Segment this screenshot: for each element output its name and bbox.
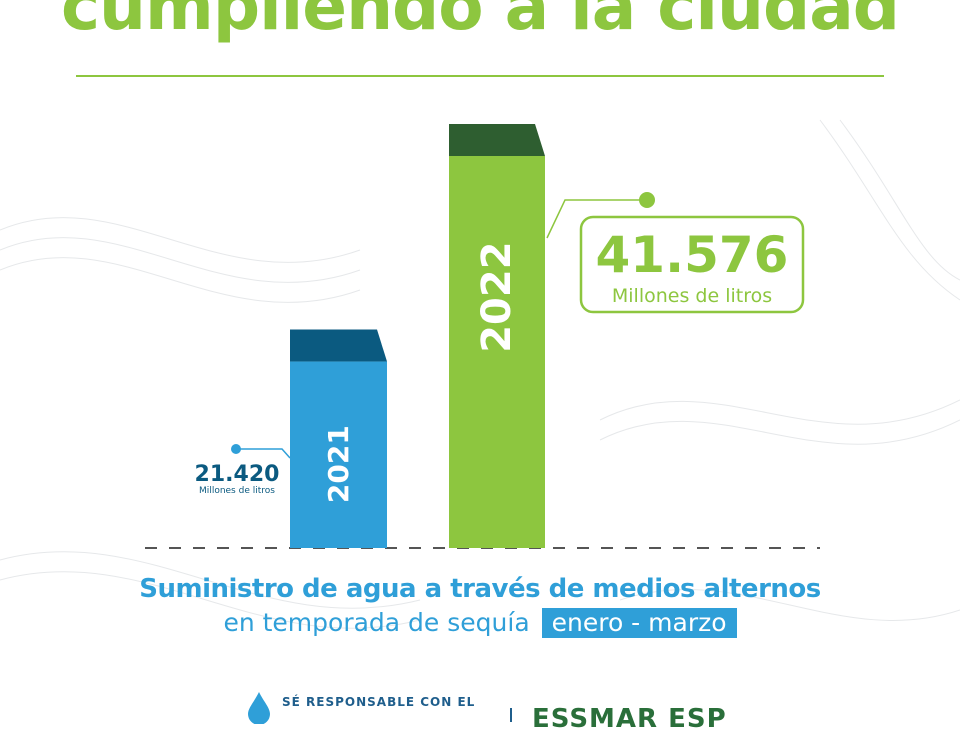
bar-label-2022: 2022 [474,241,520,352]
chart-subtitle-line1: Suministro de agua a través de medios al… [139,574,821,604]
chart-subtitle-line2: en temporada de sequía enero - marzo [0,608,960,638]
unit-label-2021: Millones de litros [199,486,275,496]
bar-cap-2021 [290,329,387,362]
callout-box-2022 [579,215,805,314]
subtitle-period-badge: enero - marzo [541,608,737,638]
footer-separator [510,708,512,722]
headline-divider [76,75,884,77]
subtitle-season-text: en temporada de sequía [223,608,530,637]
footer-tagline: SÉ RESPONSABLE CON EL [282,695,476,709]
bar-cap-2022 [449,124,545,156]
water-drop-icon [248,692,270,724]
value-label-2021: 21.420 [195,462,280,487]
value-label-2022: 41.576 [596,226,789,284]
unit-label-2022: Millones de litros [612,285,772,307]
bar-2021 [290,361,387,548]
callout-line-2021 [236,448,291,459]
headline: cumpliendo a la ciudad [60,0,900,45]
callout-dot-2022 [639,192,655,208]
callout-line-2022 [546,199,646,239]
bar-label-2021: 2021 [322,425,355,503]
footer-brand-logo: ESSMAR ESP [532,704,727,734]
bar-2022 [449,156,545,548]
